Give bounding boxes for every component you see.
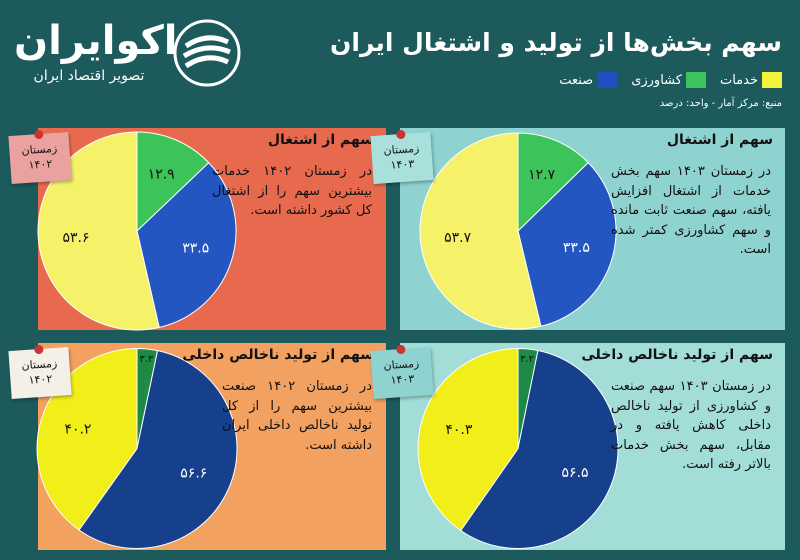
panel-title: سهم از تولید ناخالص داخلی	[581, 347, 773, 363]
slice-label: ۵۳.۶	[63, 230, 90, 246]
slice-label: ۳.۲	[520, 354, 534, 365]
pie-slice	[78, 350, 238, 549]
pie-slice	[136, 162, 237, 329]
pie-slice	[460, 349, 619, 549]
legend-label: خدمات	[719, 72, 758, 88]
panel-note: در زمستان ۱۴۰۲ صنعت بیشترین سهم را از کل…	[222, 379, 372, 453]
slice-label: ۱۲.۹	[148, 167, 175, 183]
panel-title: سهم از تولید ناخالص داخلی	[182, 347, 374, 363]
source: منبع: مرکز آمار - واحد: درصد	[659, 98, 782, 109]
slice-label: ۱۲.۷	[528, 167, 555, 183]
pie-slice	[136, 131, 210, 233]
tagline: تصویر اقتصاد ایران	[33, 68, 145, 84]
panel-title: سهم از اشتغال	[267, 132, 374, 148]
logo: اکوایران	[14, 18, 178, 64]
logo-icon	[173, 19, 241, 87]
pie-slice	[37, 131, 160, 331]
slice-label: ۳۳.۵	[563, 240, 590, 256]
slice-label: ۳۳.۵	[182, 241, 209, 257]
pie-slice	[417, 347, 519, 532]
pie-slice	[517, 161, 617, 327]
legend-swatch	[597, 72, 618, 88]
panel: ۳.۳ ۵۶.۶ ۴۰.۲ سهم از تولید ناخالص داخلی در ز…	[8, 343, 386, 550]
pin	[34, 344, 44, 355]
slice-label: ۴۰.۲	[64, 422, 91, 438]
panel: ۳.۲ ۵۶.۵ ۴۰.۳ سهم از تولید ناخالص داخلی در ز…	[370, 343, 785, 550]
panel-note: در زمستان ۱۴۰۳ سهم بخش خدمات از اشتغال ا…	[611, 164, 771, 257]
pin	[396, 129, 406, 140]
pie-slice	[517, 132, 589, 233]
legend-item: خدمات	[720, 72, 782, 88]
pie-chart: ۳.۲ ۵۶.۵ ۴۰.۳	[417, 347, 619, 549]
title: سهم بخش‌ها از تولید و اشتغال ایران	[330, 28, 782, 57]
legend-swatch	[762, 72, 782, 88]
season-tag: زمستان ۱۴۰۲	[8, 129, 72, 185]
panel-title: سهم از اشتغال	[666, 132, 773, 148]
season-tag: زمستان ۱۴۰۳	[370, 129, 434, 185]
slice-label: ۴۰.۳	[445, 422, 472, 438]
legend-item: کشاورزی	[631, 72, 706, 88]
legend-label: کشاورزی	[631, 72, 682, 88]
season-tag: زمستان ۱۴۰۳	[370, 344, 434, 400]
legend-item: صنعت	[559, 72, 618, 88]
slice-label: ۳.۳	[139, 354, 154, 365]
legend-label: صنعت	[559, 72, 594, 88]
pin	[34, 129, 44, 140]
pie-slice	[419, 132, 542, 330]
panel: ۱۲.۹ ۳۳.۵ ۵۳.۶ سهم از اشتغال در زمستان ۱۴۰۲ …	[8, 128, 386, 331]
season-tag: زمستان ۱۴۰۲	[8, 344, 72, 400]
slice-label: ۵۳.۷	[444, 230, 471, 246]
panel-note: در زمستان ۱۴۰۲ خدمات بیشترین سهم را از ا…	[212, 164, 373, 218]
pie-chart: ۱۲.۷ ۳۳.۵ ۵۳.۷	[419, 132, 617, 330]
legend-swatch	[685, 72, 706, 88]
slice-label: ۵۶.۵	[561, 465, 588, 481]
panel: ۱۲.۷ ۳۳.۵ ۵۳.۷ سهم از اشتغال در زمستان ۱۴۰۳ …	[370, 128, 785, 330]
legend: خدمات کشاورزی صنعت	[559, 72, 782, 88]
panel-note: در زمستان ۱۴۰۳ سهم صنعت و کشاورزی از تول…	[611, 379, 771, 472]
slice-label: ۵۶.۶	[180, 465, 207, 481]
pin	[396, 344, 406, 355]
pie-chart: ۱۲.۹ ۳۳.۵ ۵۳.۶	[37, 131, 237, 331]
